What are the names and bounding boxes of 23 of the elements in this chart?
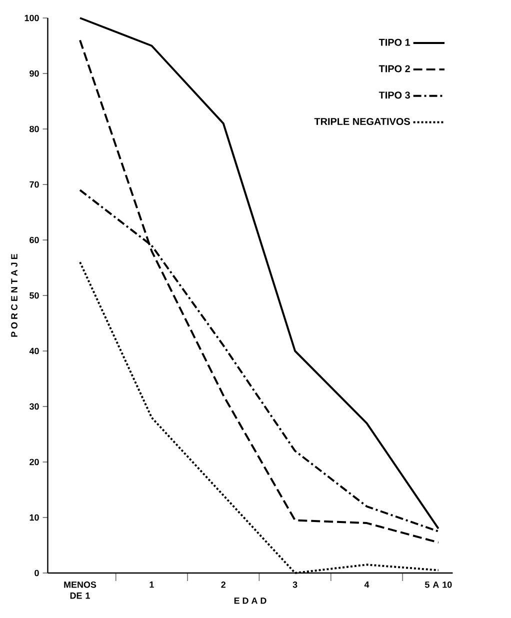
- y-tick-label: 20: [30, 458, 39, 466]
- x-tick-label: 1: [150, 582, 154, 588]
- y-axis-title: P O R C E N T A J E: [11, 254, 18, 337]
- x-tick-label: 2: [221, 581, 226, 588]
- legend-label: TIPO 2: [378, 65, 410, 72]
- y-tick-label: 40: [29, 348, 39, 354]
- y-tick-label: 100: [24, 14, 39, 22]
- y-tick-label: 10: [30, 514, 39, 521]
- x-tick-label: 5 A 10: [424, 581, 452, 588]
- y-tick-label: 30: [29, 403, 39, 410]
- y-tick-label: 90: [30, 70, 39, 77]
- x-tick-label: 3: [292, 581, 298, 588]
- legend-label: TIPO 3: [378, 92, 410, 99]
- y-tick-label: 50: [30, 292, 39, 299]
- y-tick-label: 80: [30, 126, 39, 132]
- y-tick-label: 60: [30, 236, 39, 244]
- y-tick-label: 70: [30, 181, 39, 188]
- x-tick-label: 4: [364, 582, 370, 588]
- x-axis-title: E D A D: [234, 598, 266, 604]
- x-tick-label: MENOS DE 1: [64, 581, 96, 599]
- y-tick-label: 0: [34, 570, 39, 576]
- legend-label: TRIPLE NEGATIVOS: [314, 118, 410, 126]
- legend-label: TIPO 1: [378, 38, 410, 46]
